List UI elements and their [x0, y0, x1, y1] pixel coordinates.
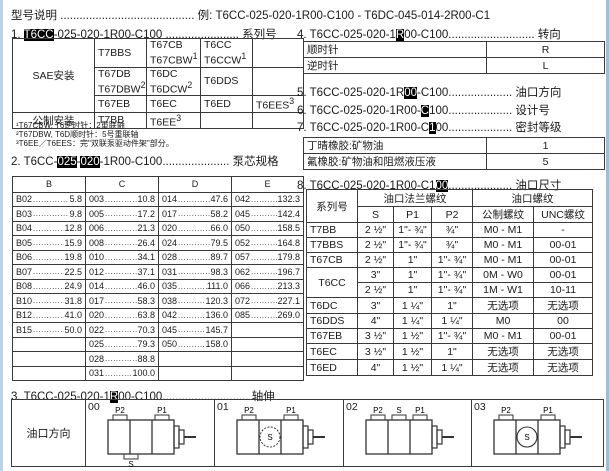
svg-text:P1: P1: [543, 406, 553, 415]
svg-text:S: S: [524, 433, 529, 442]
svg-text:P1: P1: [415, 406, 425, 415]
svg-text:P1: P1: [157, 406, 167, 415]
svg-text:P1: P1: [286, 406, 296, 415]
svg-text:S: S: [267, 433, 272, 442]
svg-text:S: S: [396, 406, 401, 415]
svg-text:P2: P2: [373, 406, 383, 415]
svg-text:P2: P2: [244, 406, 254, 415]
svg-text:P2: P2: [115, 406, 125, 415]
svg-text:S: S: [128, 460, 133, 468]
svg-text:P2: P2: [501, 406, 511, 415]
